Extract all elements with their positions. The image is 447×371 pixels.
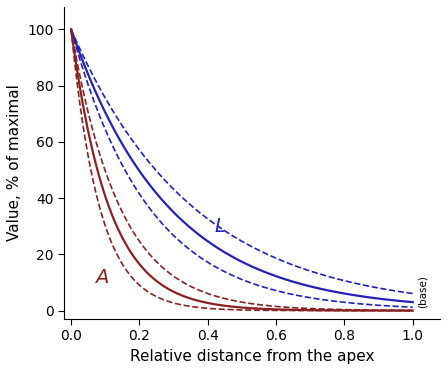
Text: (base): (base) bbox=[418, 275, 428, 308]
Text: L: L bbox=[215, 217, 225, 236]
Y-axis label: Value, % of maximal: Value, % of maximal bbox=[7, 85, 22, 242]
Text: A: A bbox=[95, 267, 109, 286]
X-axis label: Relative distance from the apex: Relative distance from the apex bbox=[130, 349, 375, 364]
